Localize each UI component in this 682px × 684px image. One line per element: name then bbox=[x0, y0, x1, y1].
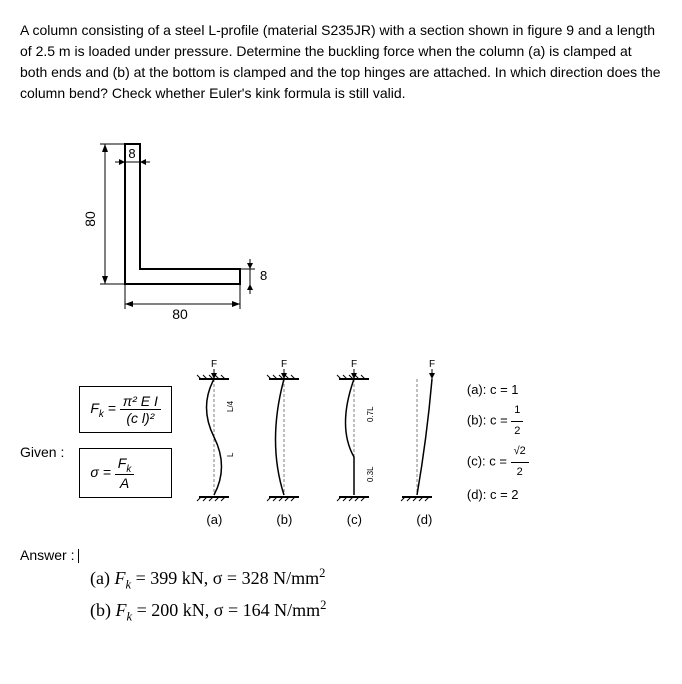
case-label-c: (c) bbox=[347, 512, 362, 527]
svg-text:F: F bbox=[429, 359, 435, 370]
c-value-b: (b): c = 12 bbox=[467, 401, 529, 442]
buckling-cases: F L/4 L (a) F bbox=[187, 357, 452, 527]
answer-line-a: (a) Fk = 399 kN, σ = 328 N/mm2 bbox=[90, 563, 662, 595]
formula-fk: Fk = π² E I(c l)² bbox=[79, 386, 172, 433]
dim-thick-h: 8 bbox=[260, 268, 267, 283]
answer-label: Answer : bbox=[20, 547, 74, 563]
case-a: F L/4 L (a) bbox=[187, 357, 242, 527]
given-section: Given : Fk = π² E I(c l)² σ = FkA F L/4 … bbox=[20, 357, 662, 527]
formulas: Fk = π² E I(c l)² σ = FkA bbox=[79, 386, 172, 499]
case-label-d: (d) bbox=[416, 512, 432, 527]
case-label-a: (a) bbox=[206, 512, 222, 527]
c-value-d: (d): c = 2 bbox=[467, 483, 529, 506]
answer-line-b: (b) Fk = 200 kN, σ = 164 N/mm2 bbox=[90, 595, 662, 627]
svg-text:0.7L: 0.7L bbox=[366, 406, 375, 422]
svg-text:L/4: L/4 bbox=[226, 400, 235, 412]
case-b: F (b) bbox=[257, 357, 312, 527]
case-label-b: (b) bbox=[276, 512, 292, 527]
l-profile-figure: 80 80 8 8 bbox=[80, 134, 662, 337]
given-label: Given : bbox=[20, 424, 64, 460]
dim-thick-v: 8 bbox=[128, 146, 135, 161]
svg-text:0.3L: 0.3L bbox=[366, 466, 375, 482]
case-c: F 0.7L 0.3L (c) bbox=[327, 357, 382, 527]
svg-text:F: F bbox=[281, 359, 287, 370]
svg-text:L: L bbox=[226, 452, 235, 457]
problem-statement: A column consisting of a steel L-profile… bbox=[20, 20, 662, 104]
svg-text:F: F bbox=[351, 359, 357, 370]
dim-width: 80 bbox=[172, 306, 188, 322]
case-d: F (d) bbox=[397, 357, 452, 527]
formula-sigma: σ = FkA bbox=[79, 448, 172, 499]
answer-input[interactable] bbox=[78, 549, 80, 563]
c-value-c: (c): c = √22 bbox=[467, 442, 529, 483]
c-value-a: (a): c = 1 bbox=[467, 378, 529, 401]
svg-text:F: F bbox=[211, 359, 217, 370]
dim-height: 80 bbox=[82, 211, 98, 227]
c-values: (a): c = 1 (b): c = 12 (c): c = √22 (d):… bbox=[467, 378, 529, 506]
answer-section: Answer : (a) Fk = 399 kN, σ = 328 N/mm2 … bbox=[20, 547, 662, 626]
